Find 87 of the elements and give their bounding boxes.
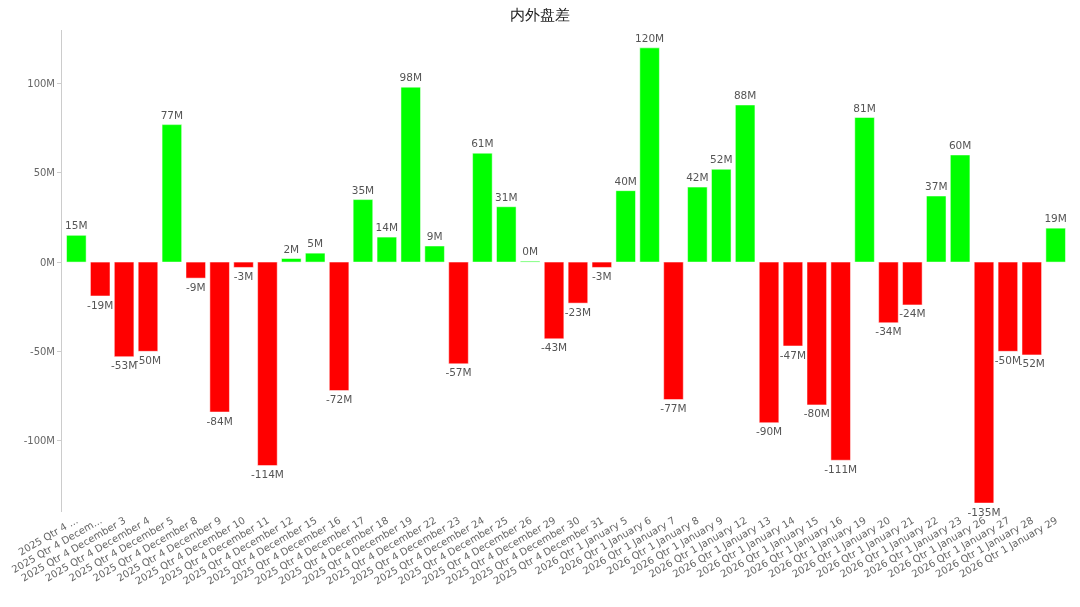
bar	[973, 261, 995, 504]
data-label: -47M	[779, 348, 807, 361]
bar	[281, 258, 302, 263]
data-label: 5M	[307, 237, 324, 250]
data-label: 60M	[948, 139, 972, 152]
data-label: -114M	[250, 468, 284, 481]
bar	[854, 117, 875, 263]
y-tick-label: -100M	[23, 435, 55, 447]
data-label: 40M	[614, 174, 637, 187]
data-label: -84M	[206, 414, 233, 427]
data-label: -3M	[592, 270, 612, 282]
bar	[400, 86, 421, 263]
data-label: -24M	[899, 307, 926, 320]
bar	[209, 261, 230, 413]
data-label: -135M	[967, 505, 1001, 518]
data-label: -23M	[564, 305, 592, 318]
bar	[902, 261, 923, 306]
y-tick-label: 0M	[40, 256, 55, 268]
bar	[233, 261, 254, 268]
data-label: 14M	[375, 221, 399, 234]
bar	[376, 236, 397, 263]
bar	[1045, 227, 1066, 263]
bar	[878, 261, 899, 324]
y-tick-label: 100M	[27, 78, 55, 90]
data-label: 88M	[733, 89, 757, 102]
data-label: -9M	[185, 280, 206, 293]
bar	[137, 261, 159, 352]
data-label: 31M	[495, 190, 518, 203]
bar	[472, 152, 493, 263]
bar	[591, 261, 612, 268]
data-label: -43M	[540, 341, 568, 354]
bar	[161, 124, 182, 263]
bar	[90, 261, 111, 297]
bar	[352, 199, 374, 263]
bar	[114, 261, 135, 357]
bar	[329, 261, 350, 391]
data-label: -53M	[110, 359, 138, 372]
data-label: 61M	[471, 137, 494, 150]
data-label: 15M	[65, 219, 88, 232]
y-tick-label: -50M	[30, 345, 55, 357]
chart-title: 内外盘差	[510, 5, 570, 24]
bar	[544, 261, 565, 340]
bar	[830, 261, 851, 461]
data-label: -77M	[660, 402, 687, 415]
data-label: -19M	[87, 298, 114, 311]
data-label: 9M	[426, 230, 443, 243]
bar	[496, 206, 517, 263]
bar	[1021, 261, 1042, 356]
bar	[615, 190, 636, 263]
data-label: 52M	[710, 153, 733, 166]
data-label: 77M	[160, 108, 184, 121]
bar	[735, 104, 756, 263]
data-label: -3M	[233, 270, 254, 282]
data-label: -80M	[803, 407, 830, 420]
bar	[782, 261, 803, 347]
y-tick-label: 50M	[33, 167, 55, 179]
data-label: 19M	[1044, 212, 1067, 225]
data-label: -57M	[445, 366, 472, 379]
bar	[758, 261, 780, 423]
bar	[567, 261, 588, 304]
bar	[305, 252, 326, 263]
bar	[926, 195, 947, 263]
bar	[806, 261, 827, 406]
bar	[687, 186, 708, 263]
data-label: 2M	[283, 242, 300, 255]
data-label: 42M	[686, 171, 709, 184]
bar	[424, 245, 445, 263]
data-label: -34M	[875, 325, 902, 338]
data-label: 0M	[522, 245, 539, 258]
bar	[257, 261, 278, 466]
data-label: 81M	[853, 101, 876, 114]
data-label: 120M	[635, 31, 665, 44]
data-label: -72M	[325, 393, 353, 406]
data-label: -50M	[994, 353, 1022, 366]
bar	[950, 154, 971, 263]
bar	[185, 261, 206, 279]
data-label: 37M	[925, 180, 948, 193]
data-label: -90M	[755, 425, 783, 438]
bar	[66, 235, 87, 263]
bar	[711, 168, 732, 263]
data-label: -111M	[824, 462, 858, 475]
bar	[663, 261, 684, 400]
bar	[997, 261, 1018, 352]
bar	[639, 47, 660, 263]
bar	[448, 261, 469, 365]
data-label: 35M	[351, 183, 375, 196]
data-label: 98M	[399, 71, 422, 84]
